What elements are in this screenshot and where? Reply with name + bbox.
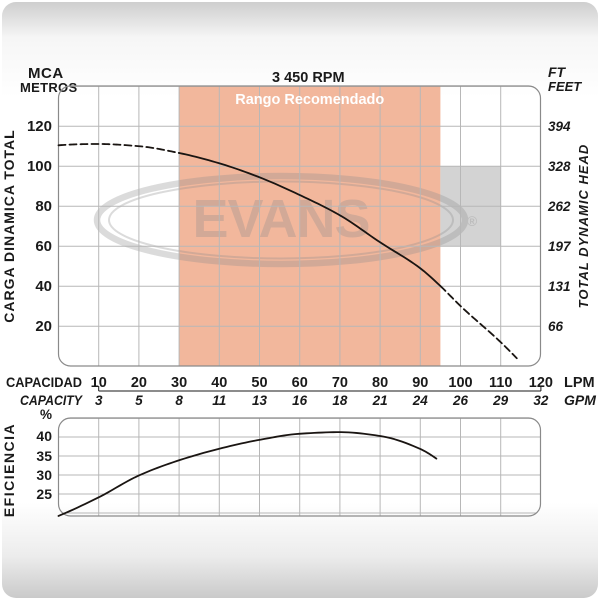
svg-text:90: 90	[412, 375, 428, 391]
svg-text:30: 30	[171, 375, 187, 391]
svg-text:20: 20	[131, 375, 147, 391]
svg-text:328: 328	[548, 159, 571, 174]
svg-text:120: 120	[529, 375, 553, 391]
svg-text:3: 3	[95, 393, 103, 408]
svg-text:60: 60	[292, 375, 308, 391]
svg-text:25: 25	[36, 486, 52, 502]
svg-text:16: 16	[292, 393, 308, 408]
svg-text:CARGA DINAMICA TOTAL: CARGA DINAMICA TOTAL	[1, 129, 17, 322]
svg-text:110: 110	[489, 375, 512, 391]
svg-text:197: 197	[548, 239, 572, 254]
svg-text:18: 18	[332, 393, 348, 408]
svg-text:20: 20	[35, 318, 52, 335]
svg-text:262: 262	[547, 199, 571, 214]
svg-text:11: 11	[212, 393, 226, 408]
svg-text:131: 131	[548, 279, 571, 294]
svg-text:40: 40	[36, 428, 52, 444]
svg-text:60: 60	[35, 238, 52, 255]
svg-text:100: 100	[448, 375, 472, 391]
svg-text:LPM: LPM	[564, 375, 595, 391]
svg-text:%: %	[40, 407, 52, 422]
svg-text:®: ®	[467, 213, 478, 229]
svg-text:100: 100	[27, 158, 52, 175]
svg-text:5: 5	[135, 393, 143, 408]
svg-text:30: 30	[36, 467, 52, 483]
svg-text:394: 394	[548, 119, 571, 134]
svg-text:80: 80	[35, 198, 52, 215]
svg-text:120: 120	[27, 118, 52, 135]
svg-text:21: 21	[372, 393, 388, 408]
svg-text:10: 10	[91, 375, 107, 391]
svg-text:40: 40	[35, 278, 52, 295]
svg-text:13: 13	[252, 393, 268, 408]
svg-text:35: 35	[36, 448, 52, 464]
svg-text:50: 50	[251, 375, 267, 391]
svg-text:CAPACIDAD: CAPACIDAD	[6, 375, 82, 390]
svg-text:32: 32	[533, 393, 549, 408]
svg-text:EFICIENCIA: EFICIENCIA	[1, 423, 17, 517]
svg-text:29: 29	[492, 393, 509, 408]
svg-text:26: 26	[452, 393, 469, 408]
svg-text:CAPACITY: CAPACITY	[20, 393, 84, 408]
svg-text:40: 40	[211, 375, 227, 391]
svg-text:8: 8	[175, 393, 183, 408]
svg-text:24: 24	[412, 393, 429, 408]
svg-text:GPM: GPM	[564, 392, 596, 408]
svg-text:TOTAL DYNAMIC HEAD: TOTAL DYNAMIC HEAD	[576, 144, 591, 309]
svg-text:70: 70	[332, 375, 348, 391]
svg-text:80: 80	[372, 375, 388, 391]
svg-text:Rango Recomendado: Rango Recomendado	[235, 92, 384, 108]
svg-text:66: 66	[548, 319, 564, 334]
